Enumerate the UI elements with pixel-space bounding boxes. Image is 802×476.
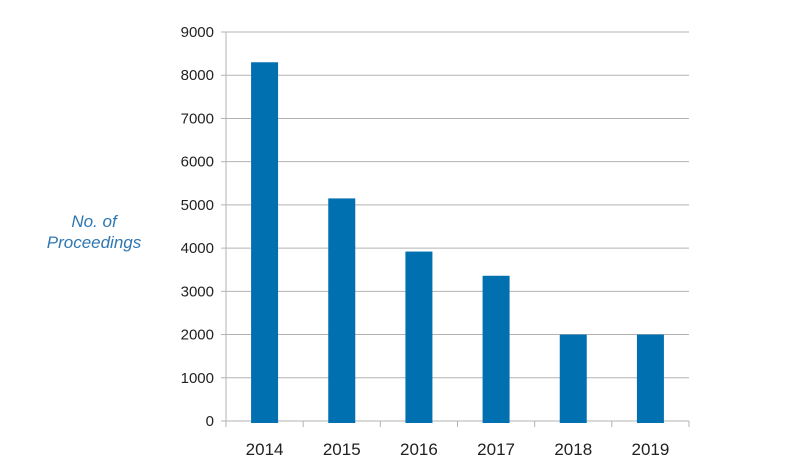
bar-2015: [328, 198, 356, 423]
x-tick-label-2019: 2019: [632, 440, 670, 459]
y-tick-label-0: 0: [206, 413, 214, 430]
gridlines: [225, 31, 689, 422]
y-tick-label-8000: 8000: [181, 67, 214, 84]
y-tick-label-5000: 5000: [181, 197, 214, 214]
y-axis-label-line-1: No. of: [71, 212, 119, 231]
y-tick-label-6000: 6000: [181, 154, 214, 171]
bar-2014: [251, 62, 279, 423]
x-axis-ticks: 2014 2015 2016 2017 2018 2019: [225, 421, 690, 459]
x-tick-label-2017: 2017: [477, 440, 515, 459]
bars: [251, 62, 664, 423]
x-tick-label-2018: 2018: [554, 440, 592, 459]
y-tick-label-4000: 4000: [181, 240, 214, 257]
x-tick-label-2016: 2016: [400, 440, 438, 459]
bar-2019: [636, 334, 664, 423]
y-tick-label-2000: 2000: [181, 327, 214, 344]
y-tick-label-7000: 7000: [181, 110, 214, 127]
bar-2017: [482, 275, 510, 423]
y-tick-label-9000: 9000: [181, 24, 214, 41]
bar-2016: [405, 251, 433, 423]
x-tick-label-2015: 2015: [323, 440, 361, 459]
bar-2018: [559, 334, 587, 423]
y-tick-label-1000: 1000: [181, 370, 214, 387]
y-tick-label-3000: 3000: [181, 283, 214, 300]
y-axis-label-line-2: Proceedings: [47, 233, 142, 252]
x-tick-label-2014: 2014: [246, 440, 284, 459]
y-axis-ticks: 0 1000 2000 3000 4000 5000 6000 7000 8000 9000: [181, 24, 226, 430]
